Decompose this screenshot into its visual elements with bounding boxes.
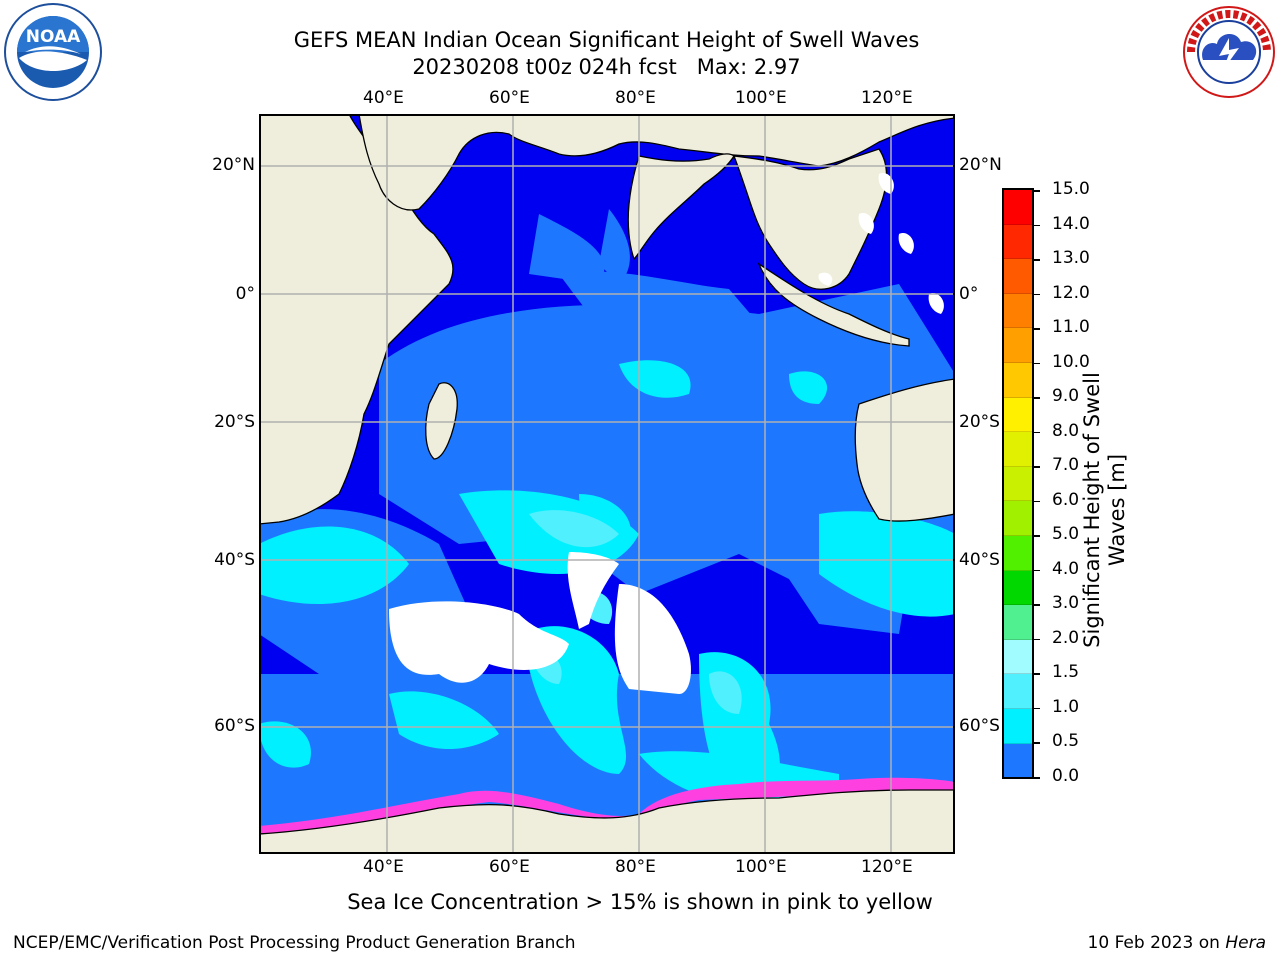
chart-title: GEFS MEAN Indian Ocean Significant Heigh… <box>293 28 920 52</box>
colorbar-tick-label: 11.0 <box>1052 317 1090 338</box>
colorbar-swatch <box>1004 605 1032 640</box>
colorbar-tick-label: 15.0 <box>1052 179 1090 199</box>
colorbar-tick <box>1034 604 1040 606</box>
sea-ice-note: Sea Ice Concentration > 15% is shown in … <box>347 890 933 914</box>
lat-tick-left: 0° <box>235 284 255 304</box>
colorbar-tick <box>1034 535 1040 537</box>
colorbar-tick <box>1034 500 1040 503</box>
colorbar-swatch <box>1004 466 1032 502</box>
colorbar-swatch <box>1004 259 1032 294</box>
lon-tick-top: 120°E <box>861 88 913 108</box>
colorbar-tick <box>1034 328 1040 330</box>
sea-ice-band <box>260 777 954 834</box>
lat-tick-right: 60°S <box>959 716 1000 736</box>
chart-subtitle: 20230208 t00z 024h fcst Max: 2.97 <box>412 55 801 79</box>
colorbar-tick <box>1034 431 1040 434</box>
colorbar-tick-label: 4.0 <box>1052 558 1080 579</box>
colorbar-tick <box>1034 293 1040 296</box>
nws-logo-icon <box>1183 6 1275 98</box>
colorbar-swatch <box>1004 674 1032 709</box>
lat-tick-left: 60°S <box>214 716 255 736</box>
colorbar-tick-label: 14.0 <box>1052 213 1090 234</box>
noaa-logo-icon: NOAA <box>4 3 102 101</box>
colorbar-swatch <box>1004 743 1032 778</box>
colorbar-tick-label: 1.5 <box>1052 662 1080 683</box>
colorbar-swatch <box>1004 535 1032 571</box>
colorbar-tick-label: 6.0 <box>1052 489 1080 510</box>
footer-credit: NCEP/EMC/Verification Post Processing Pr… <box>13 933 576 953</box>
colorbar-tick-label: 2.0 <box>1052 627 1080 648</box>
colorbar-tick <box>1034 190 1040 192</box>
colorbar-tick <box>1034 707 1040 710</box>
colorbar-swatch <box>1004 328 1032 363</box>
colorbar-swatch <box>1004 293 1032 329</box>
lon-tick-bottom: 100°E <box>735 857 787 877</box>
lat-tick-left: 40°S <box>214 550 255 570</box>
colorbar-tick <box>1034 397 1040 399</box>
indonesia-patches <box>818 173 944 314</box>
lon-tick-bottom: 120°E <box>861 857 913 877</box>
colorbar-swatch <box>1004 190 1032 225</box>
colorbar-tick-label: 8.0 <box>1052 420 1080 441</box>
colorbar-tick-label: 9.0 <box>1052 386 1080 407</box>
colorbar-tick <box>1034 638 1040 641</box>
colorbar-title: Significant Height of Swell Waves [m] <box>1080 372 1129 648</box>
colorbar-tick <box>1034 673 1040 675</box>
footer-host: Hera <box>1225 933 1266 953</box>
lon-tick-bottom: 60°E <box>489 857 530 877</box>
lon-tick-bottom: 40°E <box>363 857 404 877</box>
lon-tick-top: 80°E <box>615 88 656 108</box>
lat-tick-right: 0° <box>959 284 979 304</box>
colorbar-tick <box>1034 362 1040 365</box>
colorbar <box>1002 188 1034 779</box>
colorbar-tick-label: 0.5 <box>1052 731 1080 752</box>
lon-tick-top: 100°E <box>735 88 787 108</box>
colorbar-tick-label: 1.0 <box>1052 696 1080 717</box>
lat-tick-right: 40°S <box>959 550 1000 570</box>
lat-tick-right: 20°N <box>959 155 1002 175</box>
colorbar-tick <box>1034 466 1040 468</box>
lon-tick-top: 40°E <box>363 88 404 108</box>
colorbar-tick <box>1034 569 1040 572</box>
colorbar-tick-label: 3.0 <box>1052 593 1080 614</box>
colorbar-swatch <box>1004 362 1032 398</box>
lat-tick-right: 20°S <box>959 412 1000 432</box>
colorbar-swatch <box>1004 639 1032 675</box>
colorbar-tick <box>1034 777 1040 779</box>
colorbar-tick-label: 12.0 <box>1052 282 1090 303</box>
colorbar-tick <box>1034 224 1040 227</box>
footer-date: 10 Feb 2023 on Hera <box>1088 933 1266 953</box>
map-area <box>259 114 955 854</box>
colorbar-tick <box>1034 742 1040 744</box>
colorbar-swatch <box>1004 708 1032 744</box>
lat-tick-left: 20°S <box>214 412 255 432</box>
colorbar-tick <box>1034 259 1040 261</box>
colorbar-swatch <box>1004 432 1032 467</box>
colorbar-swatch <box>1004 501 1032 536</box>
colorbar-swatch <box>1004 224 1032 260</box>
no-data-region <box>389 552 691 694</box>
colorbar-swatch <box>1004 570 1032 606</box>
colorbar-tick-label: 0.0 <box>1052 766 1080 786</box>
svg-text:NOAA: NOAA <box>26 27 81 47</box>
colorbar-swatch <box>1004 397 1032 433</box>
lon-tick-top: 60°E <box>489 88 530 108</box>
colorbar-tick-label: 13.0 <box>1052 248 1090 269</box>
colorbar-tick-label: 7.0 <box>1052 455 1080 476</box>
map-frame <box>259 114 955 854</box>
gridlines <box>260 115 954 853</box>
lat-tick-left: 20°N <box>212 155 255 175</box>
lon-tick-bottom: 80°E <box>615 857 656 877</box>
colorbar-tick-label: 10.0 <box>1052 351 1090 372</box>
colorbar-tick-label: 5.0 <box>1052 524 1080 545</box>
footer-date-text: 10 Feb 2023 on <box>1087 933 1226 953</box>
